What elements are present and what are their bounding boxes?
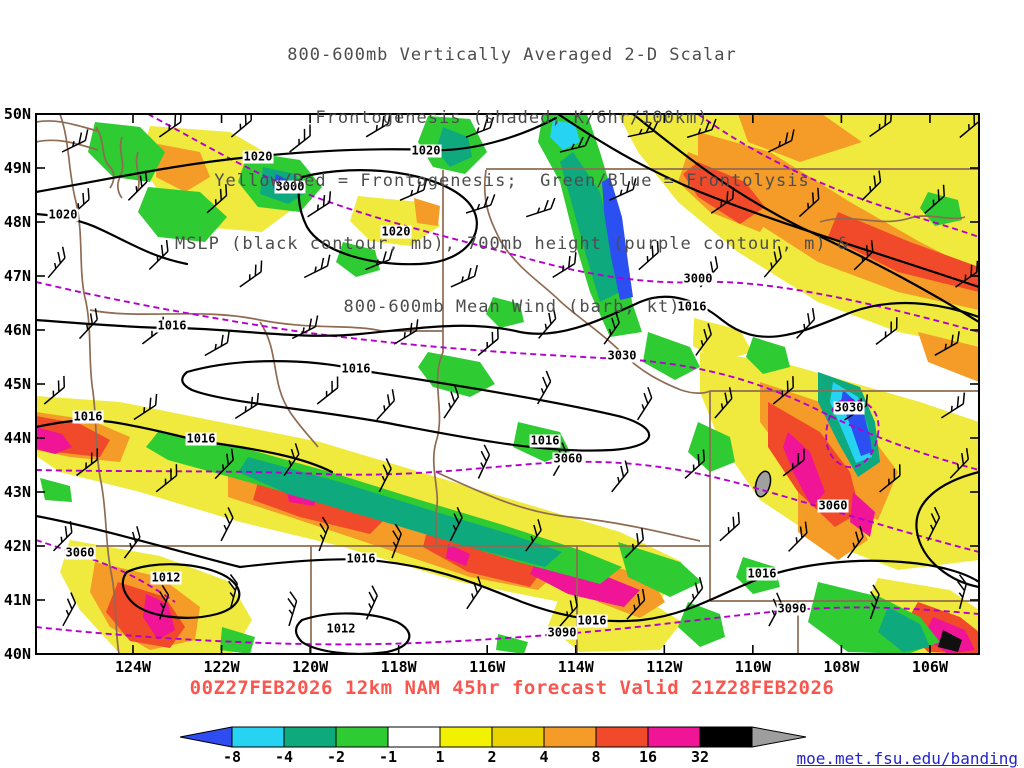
colorbar-segment xyxy=(231,726,285,748)
colorbar: -8 -4 -2 -1 1 2 4 8 16 32 xyxy=(179,726,807,766)
forecast-caption: 00Z27FEB2026 12km NAM 45hr forecast Vali… xyxy=(189,677,835,699)
colorbar-label: 8 xyxy=(591,748,600,766)
colorbar-label: 4 xyxy=(539,748,548,766)
colorbar-label: -1 xyxy=(379,748,397,766)
title-line-2: Frontogenesis (shaded, K/6hr/100km) xyxy=(315,108,709,128)
colorbar-label: 1 xyxy=(435,748,444,766)
state-borders xyxy=(36,114,979,654)
shading-layer xyxy=(36,114,979,654)
colorbar-segment xyxy=(647,726,701,748)
colorbar-segment xyxy=(335,726,389,748)
colorbar-right-arrow xyxy=(751,726,807,748)
colorbar-segment xyxy=(595,726,649,748)
title-line-1: 800-600mb Vertically Averaged 2-D Scalar xyxy=(287,45,737,65)
title-line-4: MSLP (black contour, mb), 700mb height (… xyxy=(174,234,850,254)
colorbar-segment xyxy=(543,726,597,748)
colorbar-overflow-segment xyxy=(699,726,753,748)
colorbar-left-arrow xyxy=(179,726,233,748)
title-line-5: 800-600mb Mean Wind (barb, kt) xyxy=(343,297,681,317)
colorbar-label: 2 xyxy=(487,748,496,766)
colorbar-label: -4 xyxy=(275,748,293,766)
colorbar-segment xyxy=(439,726,493,748)
colorbar-segment xyxy=(283,726,337,748)
plot-title: 800-600mb Vertically Averaged 2-D Scalar… xyxy=(0,3,1024,360)
colorbar-label: -8 xyxy=(223,748,241,766)
colorbar-label: 32 xyxy=(691,748,709,766)
map-frame xyxy=(35,113,980,655)
source-link[interactable]: moe.met.fsu.edu/banding xyxy=(796,749,1018,768)
colorbar-segment xyxy=(491,726,545,748)
mslp-contours xyxy=(36,114,979,654)
colorbar-segment xyxy=(387,726,441,748)
colorbar-label: -2 xyxy=(327,748,345,766)
title-line-3: Yellow/Red = Frontogenesis; Green/Blue =… xyxy=(214,171,810,191)
colorbar-label: 16 xyxy=(639,748,657,766)
axis-ticks xyxy=(37,113,978,655)
